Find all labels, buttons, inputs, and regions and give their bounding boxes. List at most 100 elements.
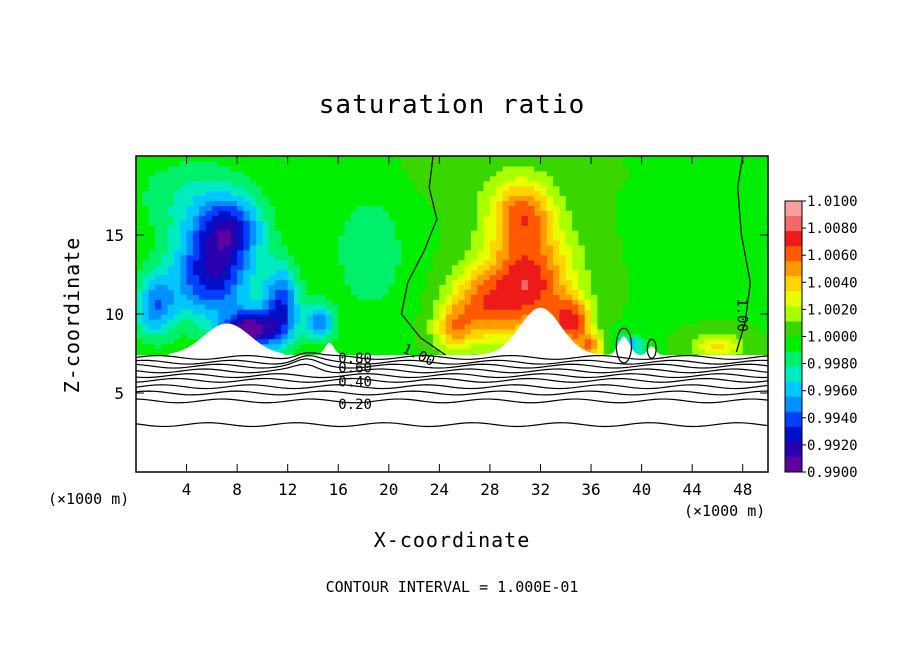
field-cell xyxy=(199,170,207,177)
field-cell xyxy=(502,175,510,182)
field-cell xyxy=(591,170,598,177)
field-cell xyxy=(369,309,377,315)
field-cell xyxy=(591,165,598,172)
field-cell xyxy=(496,244,504,251)
field-cell xyxy=(312,343,320,350)
field-cell xyxy=(382,215,390,221)
field-cell xyxy=(426,328,434,335)
field-cell xyxy=(483,195,491,202)
field-cell xyxy=(458,259,466,266)
field-cell xyxy=(211,284,219,290)
field-cell xyxy=(407,170,415,177)
field-cell xyxy=(281,210,289,216)
field-cell xyxy=(527,299,535,305)
field-cell xyxy=(287,328,295,335)
field-cell xyxy=(610,328,617,335)
field-cell xyxy=(452,230,459,236)
field-cell xyxy=(407,269,415,276)
field-cell xyxy=(534,220,542,226)
field-cell xyxy=(294,244,301,251)
field-cell xyxy=(578,279,586,285)
field-cell xyxy=(597,333,605,340)
field-cell xyxy=(268,239,276,246)
field-cell xyxy=(230,205,238,211)
field-cell xyxy=(521,289,529,295)
field-cell xyxy=(224,259,232,266)
field-cell xyxy=(161,348,169,355)
field-cell xyxy=(508,205,516,211)
field-cell xyxy=(420,220,428,226)
field-cell xyxy=(344,289,352,295)
field-cell xyxy=(464,225,472,231)
field-cell xyxy=(515,156,523,162)
field-cell xyxy=(578,254,586,261)
field-cell xyxy=(287,160,295,167)
field-cell xyxy=(458,318,466,325)
field-cell xyxy=(559,289,567,295)
field-cell xyxy=(268,259,276,266)
field-cell xyxy=(578,185,586,192)
field-cell xyxy=(496,235,504,241)
field-cell xyxy=(224,279,232,285)
field-cell xyxy=(338,239,346,246)
field-cell xyxy=(553,264,561,271)
field-cell xyxy=(167,309,175,315)
field-cell xyxy=(205,215,213,221)
field-cell xyxy=(584,205,592,211)
field-cell xyxy=(363,309,371,315)
field-cell xyxy=(180,259,188,266)
field-cell xyxy=(173,200,181,206)
field-cell xyxy=(325,264,333,271)
field-cell xyxy=(382,314,390,320)
field-cell xyxy=(294,279,301,285)
field-cell xyxy=(483,220,491,226)
field-cell xyxy=(502,200,510,206)
field-cell xyxy=(180,284,188,290)
field-cell xyxy=(287,333,295,340)
field-cell xyxy=(603,343,611,350)
field-cell xyxy=(136,264,143,271)
field-cell xyxy=(249,156,257,162)
field-cell xyxy=(376,333,384,340)
field-cell xyxy=(610,195,617,202)
field-cell xyxy=(338,165,346,172)
field-cell xyxy=(559,230,567,236)
field-cell xyxy=(300,289,308,295)
field-cell xyxy=(603,294,611,300)
field-cell xyxy=(237,264,245,271)
field-cell xyxy=(439,264,447,271)
field-cell xyxy=(287,210,295,216)
field-cell xyxy=(603,165,611,172)
field-cell xyxy=(199,200,207,206)
field-cell xyxy=(395,323,403,330)
field-cell xyxy=(527,274,535,281)
field-cell xyxy=(167,170,175,177)
field-cell xyxy=(464,318,472,325)
field-cell xyxy=(610,309,617,315)
field-cell xyxy=(256,210,263,216)
field-cell xyxy=(540,165,548,172)
field-cell xyxy=(565,165,573,172)
field-cell xyxy=(445,190,453,197)
field-cell xyxy=(439,215,447,221)
field-cell xyxy=(464,338,472,345)
field-cell xyxy=(565,269,573,276)
field-cell xyxy=(224,180,232,187)
field-cell xyxy=(496,304,504,310)
field-cell xyxy=(616,259,624,266)
field-cell xyxy=(565,230,573,236)
field-cell xyxy=(148,220,156,226)
field-cell xyxy=(287,318,295,325)
field-cell xyxy=(483,279,491,285)
field-cell xyxy=(420,235,428,241)
field-cell xyxy=(439,156,447,162)
field-cell xyxy=(350,220,358,226)
field-cell xyxy=(230,156,238,162)
field-cell xyxy=(452,279,459,285)
field-cell xyxy=(407,249,415,256)
field-cell xyxy=(445,338,453,345)
field-cell xyxy=(256,299,263,305)
field-cell xyxy=(426,210,434,216)
field-cell xyxy=(559,205,567,211)
field-cell xyxy=(388,220,396,226)
